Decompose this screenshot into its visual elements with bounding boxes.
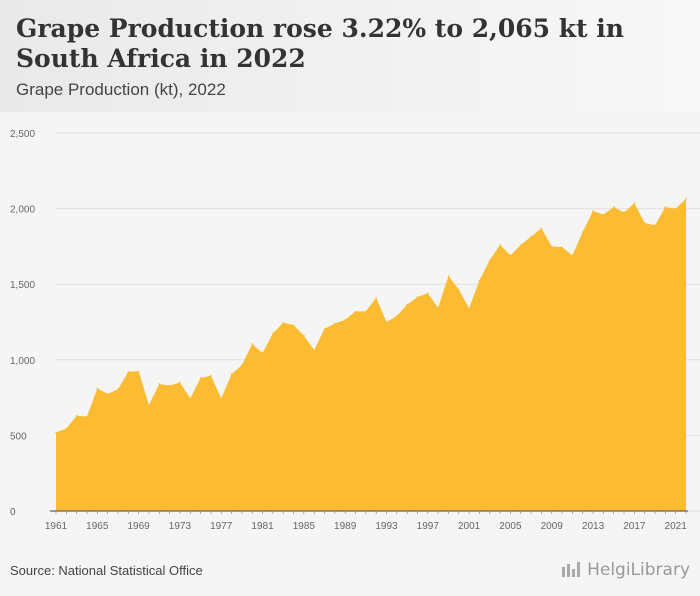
data-point — [447, 275, 450, 277]
chart-subtitle: Grape Production (kt), 2022 — [16, 80, 226, 99]
data-point — [643, 222, 646, 224]
data-point — [86, 415, 88, 418]
x-tick-label: 1961 — [45, 521, 68, 532]
data-point — [550, 245, 553, 248]
x-tick-label: 1969 — [127, 521, 150, 532]
data-point — [468, 307, 470, 310]
data-point — [261, 352, 264, 354]
x-tick-label: 2013 — [582, 521, 605, 532]
x-tick-label: 2001 — [458, 521, 481, 532]
logo-text: HelgiLibrary — [587, 560, 690, 580]
data-point — [571, 254, 574, 257]
y-tick-label: 1,000 — [10, 356, 35, 367]
data-point — [220, 397, 223, 400]
data-point — [96, 387, 99, 390]
x-tick-label: 1997 — [417, 521, 440, 532]
chart-title: Grape Production rose 3.22% to 2,065 kt … — [16, 14, 624, 73]
data-point — [623, 211, 625, 214]
data-point — [612, 206, 615, 208]
data-point — [313, 349, 315, 351]
data-point — [685, 197, 687, 200]
data-point — [530, 235, 532, 238]
data-point — [416, 296, 419, 298]
data-point — [561, 246, 563, 248]
chart-area: 0 500 1,000 1,500 2,000 2,500 1961 1965 1969 197… — [10, 129, 700, 532]
data-point — [148, 404, 150, 406]
data-point — [241, 364, 243, 366]
data-point — [282, 321, 285, 324]
data-point — [581, 231, 584, 233]
data-point — [427, 292, 429, 295]
data-point — [592, 210, 594, 212]
data-point — [354, 310, 357, 313]
data-point — [674, 207, 677, 210]
data-point — [189, 397, 192, 400]
x-tick-label: 2005 — [499, 521, 522, 532]
data-point — [602, 213, 605, 216]
data-point — [437, 306, 439, 309]
data-point — [179, 381, 181, 384]
production-area — [56, 198, 686, 511]
chart-header: Grape Production rose 3.22% to 2,065 kt … — [0, 0, 700, 112]
data-point — [65, 427, 68, 430]
data-point — [344, 318, 346, 321]
x-tick-label: 2021 — [665, 521, 688, 532]
data-point — [406, 303, 408, 306]
data-point — [117, 388, 119, 391]
x-tick-label: 1993 — [375, 521, 398, 532]
data-point — [323, 328, 326, 330]
y-tick-label: 500 — [10, 431, 27, 442]
data-point — [75, 414, 78, 417]
data-point — [664, 206, 667, 208]
x-tick-label: 1977 — [210, 521, 233, 532]
x-tick-label: 2009 — [541, 521, 564, 532]
helgi-library-logo[interactable]: HelgiLibrary — [561, 560, 690, 580]
data-point — [633, 202, 636, 205]
data-point — [303, 334, 305, 337]
data-point — [654, 224, 656, 227]
x-axis: 1961 1965 1969 1973 1977 1981 1985 1989 1993 1997… — [45, 510, 688, 532]
data-point — [488, 259, 491, 261]
data-point — [292, 324, 295, 326]
data-point — [519, 244, 522, 246]
data-point — [210, 374, 212, 377]
y-axis-ticks: 0 500 1,000 1,500 2,000 2,500 — [10, 129, 35, 518]
series-area — [55, 197, 687, 511]
data-point — [272, 332, 274, 335]
data-point — [230, 373, 233, 375]
x-tick-label: 1973 — [169, 521, 192, 532]
data-point — [478, 279, 481, 282]
data-point — [540, 227, 543, 230]
y-tick-label: 2,500 — [10, 129, 35, 140]
x-tick-label: 1965 — [86, 521, 109, 532]
data-point — [55, 431, 57, 434]
data-point — [106, 393, 109, 395]
data-point — [199, 377, 202, 379]
data-point — [396, 315, 398, 317]
x-tick-label: 1985 — [293, 521, 316, 532]
data-point — [137, 370, 140, 372]
library-icon — [562, 562, 581, 577]
data-point — [499, 244, 501, 246]
data-point — [457, 288, 460, 291]
data-point — [127, 371, 130, 373]
data-point — [158, 383, 161, 385]
data-point — [168, 384, 171, 387]
y-tick-label: 2,000 — [10, 205, 35, 216]
data-point — [509, 254, 512, 257]
data-point — [375, 297, 377, 299]
x-tick-label: 1981 — [251, 521, 274, 532]
data-point — [365, 310, 367, 313]
x-tick-label: 1989 — [334, 521, 357, 532]
y-tick-label: 1,500 — [10, 280, 35, 291]
data-point — [334, 322, 336, 325]
y-tick-label: 0 — [10, 507, 16, 518]
data-point — [251, 343, 254, 345]
x-tick-label: 2017 — [623, 521, 646, 532]
data-point — [385, 321, 388, 323]
source-note: Source: National Statistical Office — [10, 563, 203, 578]
